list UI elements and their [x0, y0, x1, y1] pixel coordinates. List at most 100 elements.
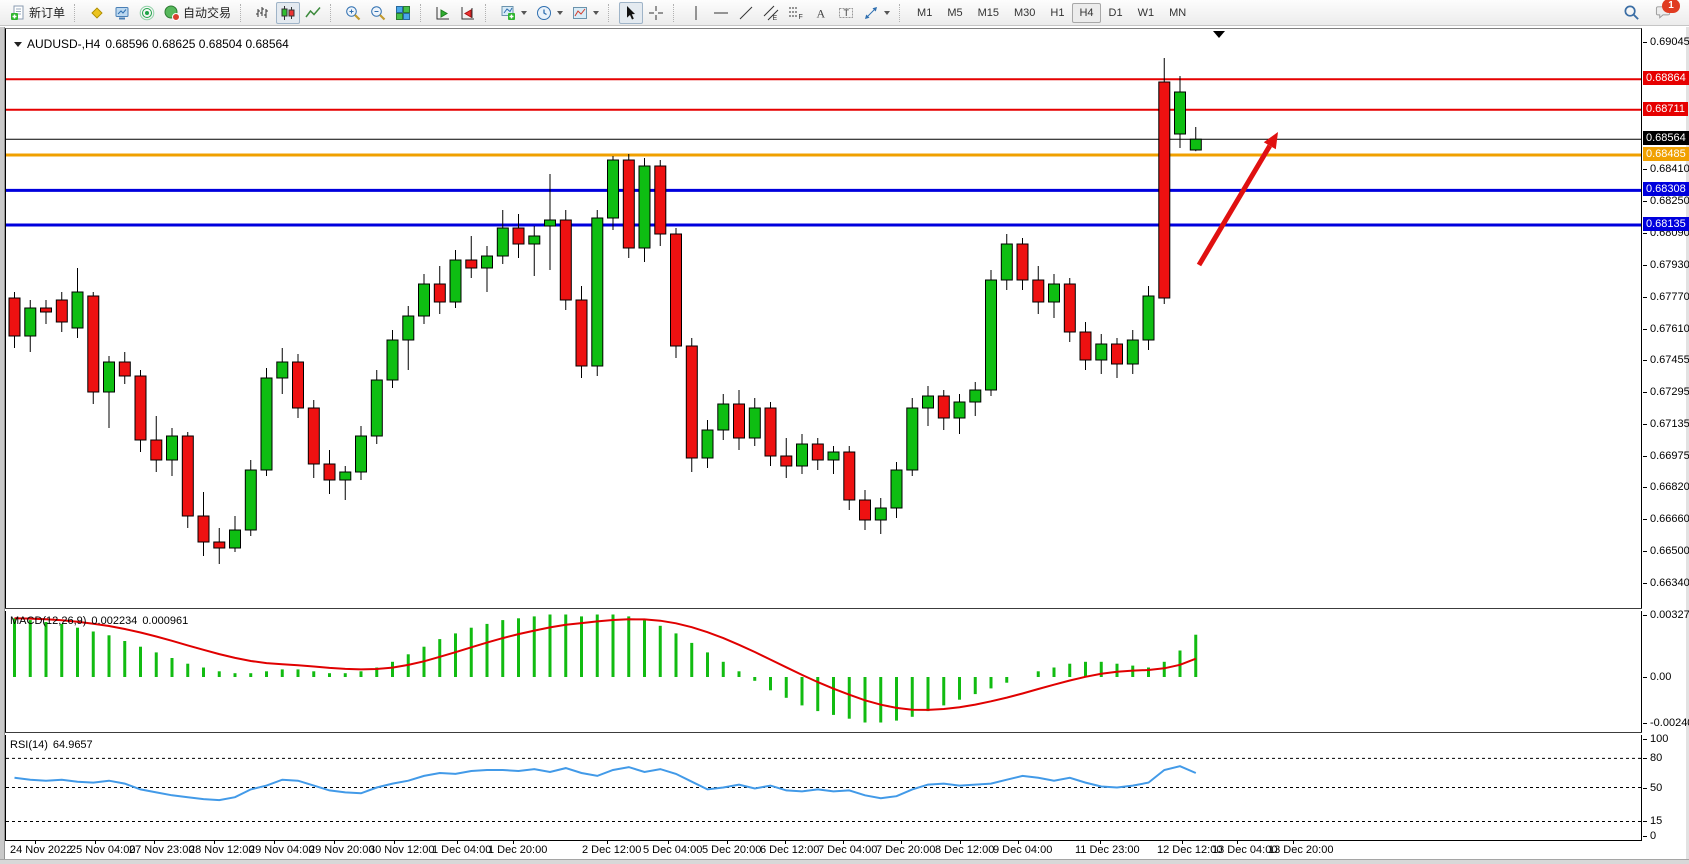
candle	[1079, 322, 1092, 370]
price-tick-label: 0.69045	[1643, 36, 1689, 48]
toolbar-separator	[240, 3, 247, 22]
new-order-button[interactable]: 新订单	[6, 2, 69, 24]
candle	[1142, 286, 1155, 350]
add-indicator-button[interactable]	[496, 2, 531, 24]
candle	[197, 492, 210, 556]
candle	[874, 498, 887, 534]
line-chart-icon	[305, 5, 321, 21]
candle	[1158, 58, 1171, 304]
signals-button[interactable]	[135, 2, 159, 24]
search-button[interactable]	[1621, 3, 1641, 23]
autotrading-button-label: 自动交易	[183, 6, 232, 20]
chevron-down-icon[interactable]	[593, 10, 600, 15]
templates-button[interactable]	[568, 2, 603, 24]
price-chart-pane[interactable]: AUDUSD-,H4 0.68596 0.68625 0.68504 0.685…	[5, 28, 1642, 608]
tf-d1-button[interactable]: D1	[1102, 3, 1130, 23]
candle	[780, 438, 793, 478]
text-button[interactable]: A	[809, 2, 833, 24]
macd-chart[interactable]	[6, 611, 1641, 732]
chart-shift-button[interactable]	[456, 2, 480, 24]
candle	[292, 354, 304, 418]
line-chart-button[interactable]	[301, 2, 325, 24]
macd-indicator-pane[interactable]: MACD(12,26,9) 0.002234 0.000961	[5, 611, 1642, 732]
price-tick-label: 0.67135	[1643, 418, 1689, 430]
fibonacci-button[interactable]: F	[784, 2, 808, 24]
time-axis-label: 7 Dec 04:00	[818, 844, 878, 856]
chevron-down-icon[interactable]	[884, 10, 891, 15]
metaeditor-button[interactable]	[85, 2, 109, 24]
template-icon	[572, 5, 588, 21]
candle	[40, 300, 52, 324]
svg-text:E: E	[773, 15, 778, 21]
zoom-out-button[interactable]	[366, 2, 390, 24]
chat-button[interactable]: 1	[1653, 0, 1680, 23]
tf-mn-button[interactable]: MN	[1162, 3, 1193, 23]
time-axis-label: 28 Nov 12:00	[189, 844, 255, 856]
channel-button[interactable]: E	[759, 2, 783, 24]
tf-h1-button[interactable]: H1	[1043, 3, 1071, 23]
candle	[937, 390, 950, 430]
candle	[969, 382, 982, 416]
price-tick-label: 0.66500	[1643, 545, 1689, 557]
tf-m1-button[interactable]: M1	[910, 3, 939, 23]
tf-d1-button-label: D1	[1108, 6, 1123, 19]
time-tick-mark	[214, 841, 215, 844]
time-tick-mark	[457, 841, 458, 844]
autotrading-button[interactable]: 自动交易	[160, 2, 235, 24]
candle	[370, 370, 383, 444]
chevron-down-icon[interactable]	[521, 10, 528, 15]
toolbar-separator	[485, 3, 492, 22]
horizontal-line-button[interactable]	[709, 2, 733, 24]
chevron-down-icon[interactable]	[557, 10, 564, 15]
candle	[433, 266, 446, 314]
candlestick-chart[interactable]	[6, 29, 1641, 609]
candle	[859, 490, 871, 530]
profiles-button[interactable]	[110, 2, 134, 24]
candle	[922, 386, 934, 426]
candle	[386, 330, 399, 388]
zoom-in-button[interactable]	[341, 2, 365, 24]
trend-arrow-line[interactable]	[1196, 144, 1272, 267]
trendline-button[interactable]	[734, 2, 758, 24]
time-tick-mark	[668, 841, 669, 844]
tf-w1-button[interactable]: W1	[1131, 3, 1162, 23]
arrows-button[interactable]	[859, 2, 894, 24]
tf-m30-button[interactable]: M30	[1007, 3, 1042, 23]
rsi-indicator-pane[interactable]: RSI(14) 64.9657	[5, 735, 1642, 841]
vertical-line-button[interactable]	[684, 2, 708, 24]
periods-button[interactable]	[532, 2, 567, 24]
tf-mn-button-label: MN	[1169, 6, 1187, 19]
rsi-value: 64.9657	[52, 739, 93, 751]
price-tick-label: 0.67295	[1643, 386, 1689, 398]
time-axis-label: 1 Dec 04:00	[432, 844, 492, 856]
candle	[1063, 278, 1076, 342]
window-bottom-edge	[0, 859, 1689, 864]
tf-m15-button[interactable]: M15	[971, 3, 1006, 23]
candle-chart-button[interactable]	[276, 1, 301, 24]
price-tick-label: 0.68090	[1643, 227, 1689, 239]
tf-h4-button[interactable]: H4	[1072, 2, 1101, 23]
toolbar-separator	[608, 3, 615, 22]
chart-dropdown-icon[interactable]	[14, 41, 22, 47]
candle	[843, 446, 856, 510]
label-icon: T	[838, 5, 854, 21]
candle-chart-icon	[280, 5, 296, 21]
crosshair-button[interactable]	[644, 2, 668, 24]
time-axis[interactable]: 24 Nov 2022 25 Nov 04:00 27 Nov 23:00 28 No…	[5, 841, 1642, 859]
trend-arrow-head[interactable]	[1263, 132, 1278, 150]
rsi-chart[interactable]	[6, 735, 1641, 841]
tf-m5-button[interactable]: M5	[940, 3, 969, 23]
auto-scroll-button[interactable]	[431, 2, 455, 24]
autotrade-icon	[164, 5, 181, 21]
chart-shift-marker[interactable]	[1213, 31, 1225, 38]
bar-chart-button[interactable]	[251, 2, 275, 24]
candle	[449, 250, 462, 308]
time-axis-label: 29 Nov 20:00	[309, 844, 375, 856]
cursor-button[interactable]	[619, 1, 644, 24]
label-button[interactable]: T	[834, 2, 858, 24]
chart-symbol-label: AUDUSD-,H4	[27, 37, 101, 51]
monitor-icon	[114, 5, 130, 21]
candle	[244, 460, 257, 536]
search-icon	[1623, 4, 1640, 21]
tile-windows-button[interactable]	[391, 2, 415, 24]
